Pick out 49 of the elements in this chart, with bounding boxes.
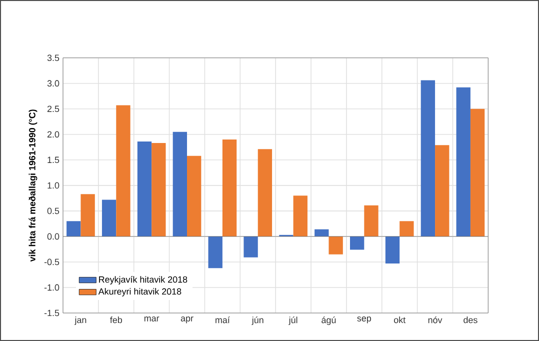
bar (314, 229, 329, 236)
y-tick-label: -0.5 (44, 258, 60, 266)
y-tick-label: 2.5 (47, 106, 60, 112)
bar (80, 194, 95, 236)
bar (350, 236, 364, 250)
y-tick-label: -1.5 (44, 310, 60, 316)
x-tick-label: jún (252, 316, 264, 325)
bar (328, 236, 343, 254)
bar (116, 105, 130, 236)
x-tick-label: jan (74, 316, 86, 325)
x-tick-label: júl (288, 316, 298, 325)
x-tick-label: sep (357, 316, 372, 324)
bar (244, 236, 258, 258)
x-tick-label: feb (110, 316, 122, 324)
y-tick-label: 2.0 (47, 131, 60, 138)
legend-label: Reykjavík hitavik 2018 (99, 276, 188, 284)
bar (435, 145, 450, 236)
y-tick-label: 3.5 (47, 54, 60, 62)
x-tick-label: des (464, 316, 478, 324)
bar (152, 143, 166, 236)
bar (456, 87, 470, 236)
y-tick-label: 3.0 (47, 80, 60, 87)
bar (187, 156, 202, 236)
x-tick-label: nóv (428, 316, 442, 324)
bar (137, 142, 152, 236)
bar (364, 205, 378, 236)
bar (222, 139, 237, 236)
bar (208, 236, 222, 268)
y-tick-label: 0.0 (47, 233, 60, 240)
x-tick-label: apr (180, 316, 194, 324)
y-tick-label: 1.5 (48, 156, 60, 164)
bar (66, 221, 81, 236)
bar (172, 132, 188, 236)
bar (470, 108, 485, 236)
legend-label: Akureyri hitavik 2018 (98, 288, 182, 296)
bar (420, 80, 436, 236)
x-tick-label: okt (394, 316, 406, 324)
x-tick-label: maí (216, 316, 230, 324)
bar (385, 236, 400, 264)
y-tick-label: -1.0 (44, 284, 60, 291)
x-tick-label: ágú (322, 316, 336, 325)
y-tick-label: 1.0 (48, 182, 60, 189)
bar (258, 149, 272, 236)
bar (102, 200, 116, 236)
y-axis-title: vik hita frá meðallagi 1961-1990 (°C) (28, 110, 38, 262)
bar (293, 196, 308, 236)
x-tick-label: mar (144, 316, 160, 322)
y-tick-label: 0.5 (47, 208, 60, 214)
bar (400, 221, 414, 236)
